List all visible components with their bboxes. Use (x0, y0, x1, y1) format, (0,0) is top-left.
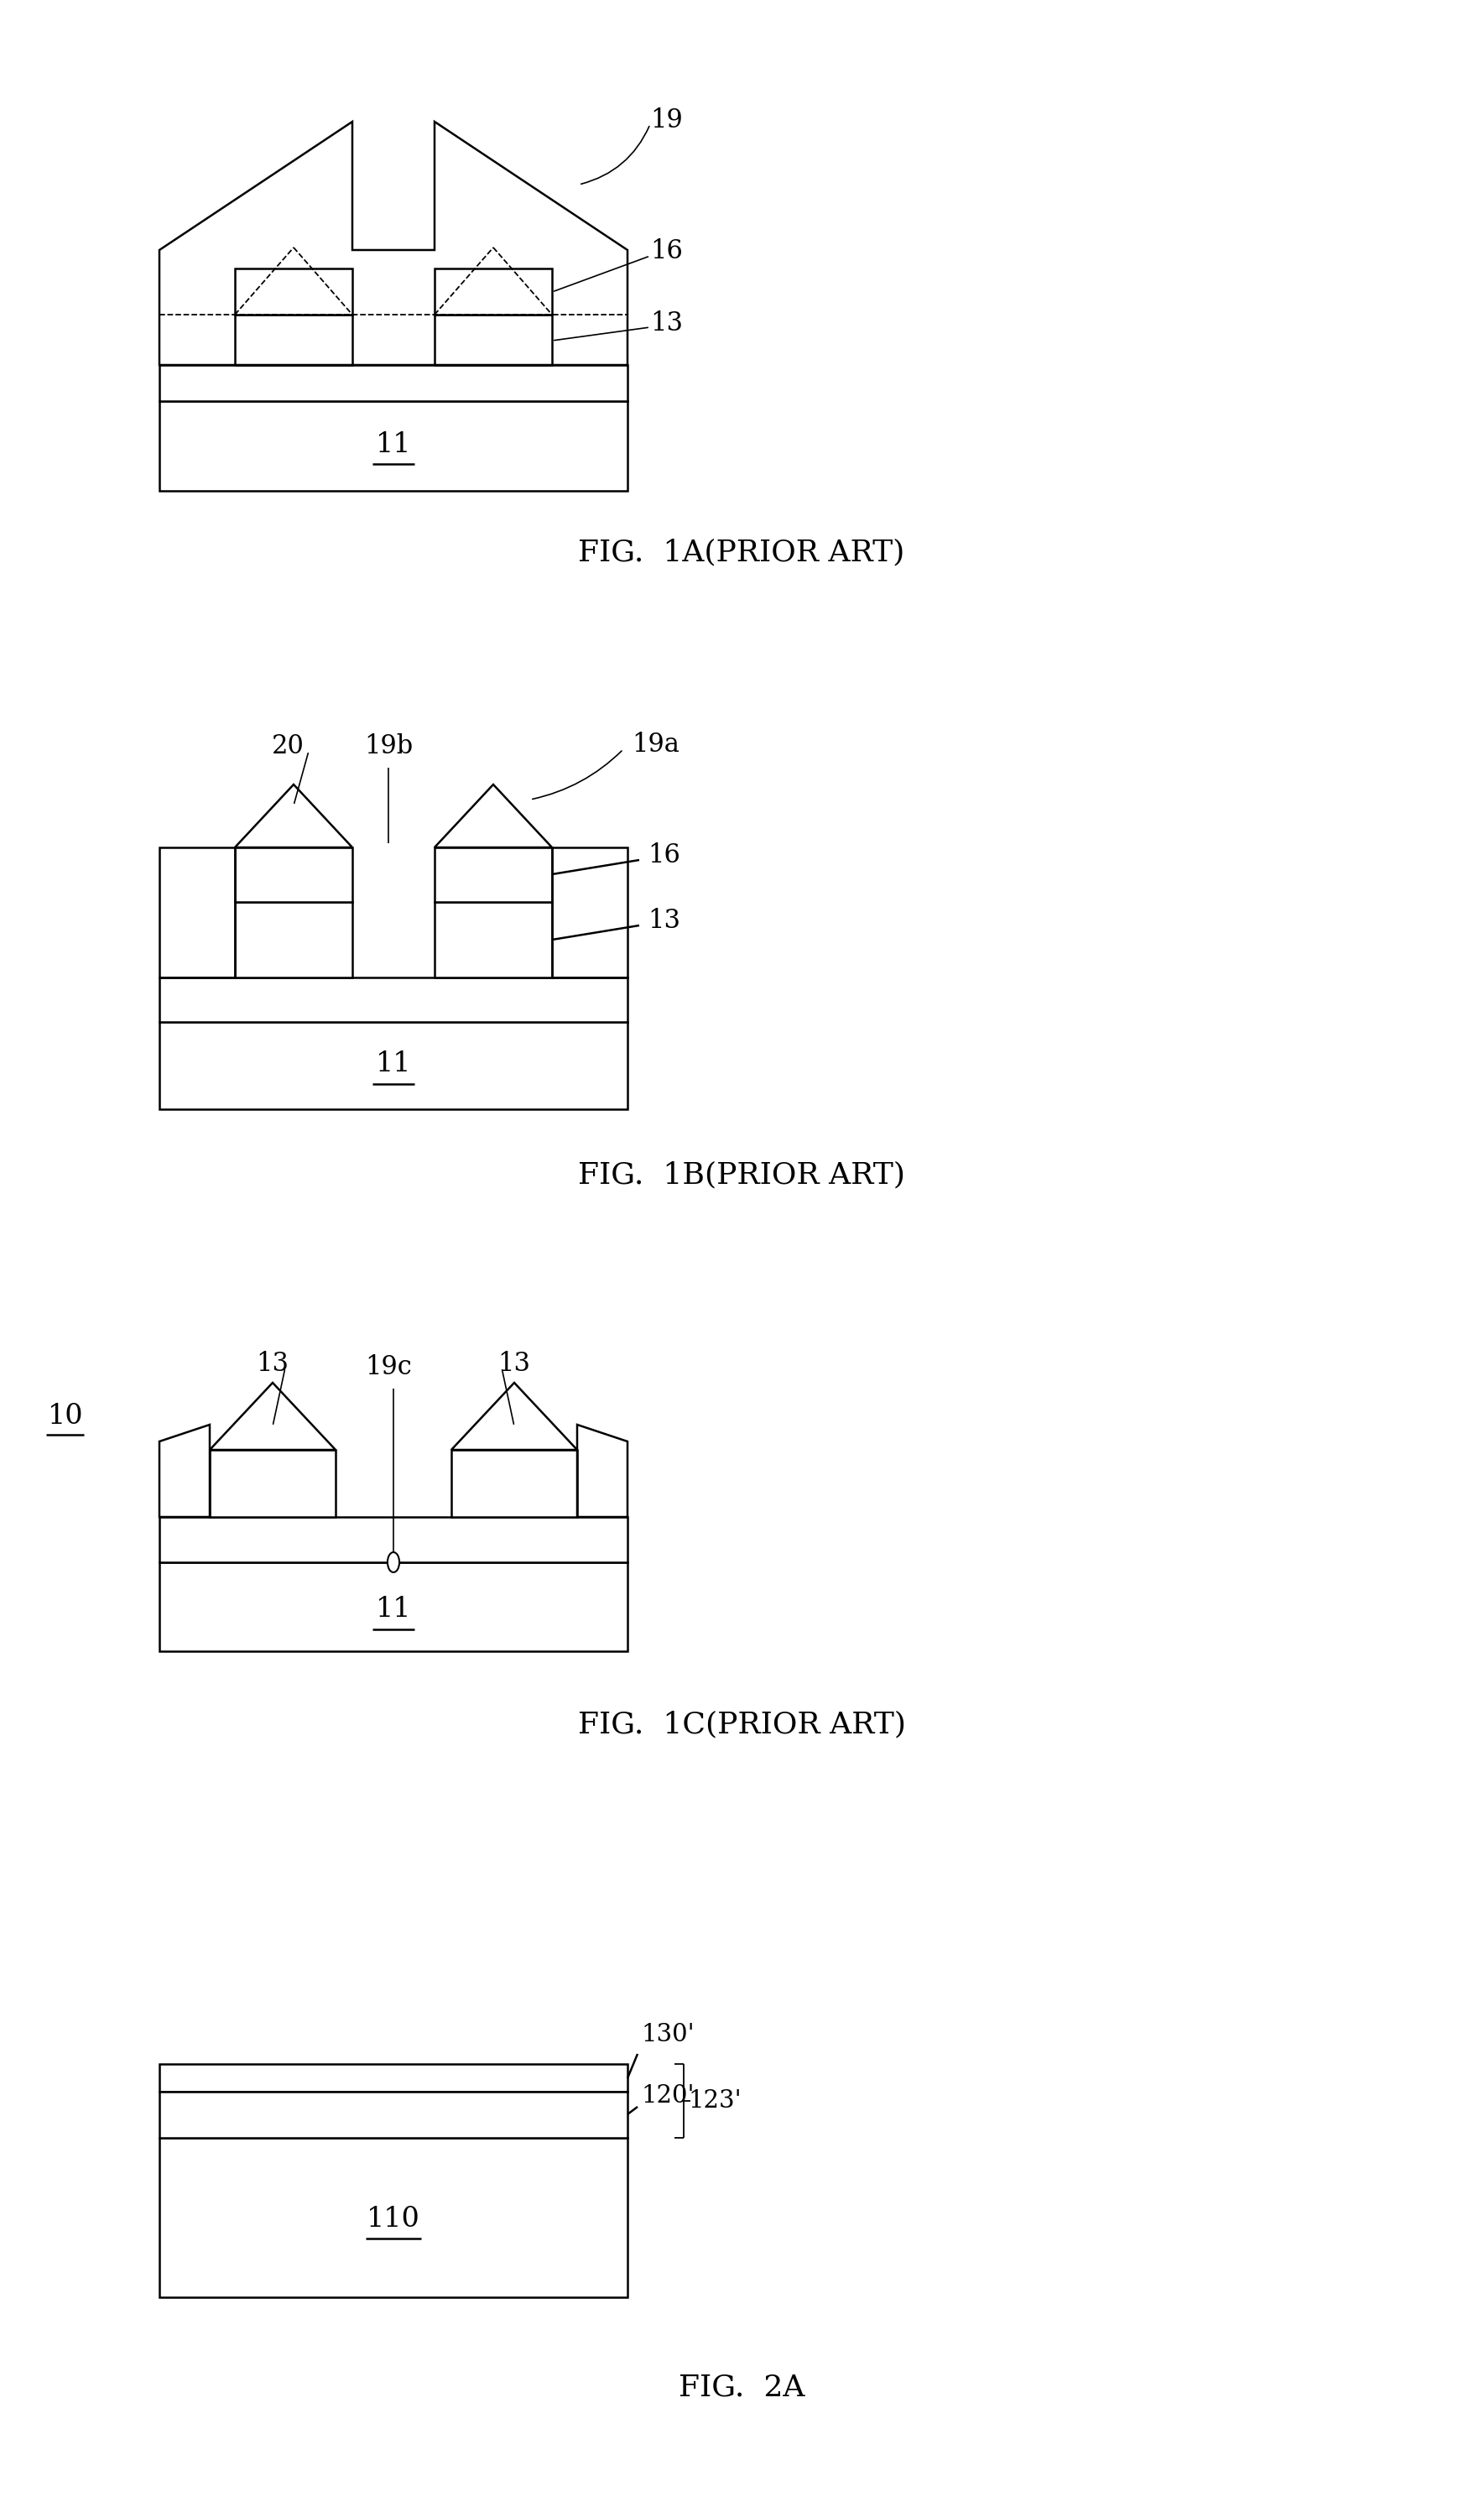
Text: 13: 13 (647, 908, 680, 935)
Text: 19b: 19b (364, 735, 413, 760)
Text: 13: 13 (499, 1351, 531, 1376)
Bar (159, 2091, 628, 2138)
Bar (234, 316, 352, 366)
Bar (451, 1449, 577, 1517)
Text: 11: 11 (375, 431, 411, 459)
Bar (159, 978, 628, 1023)
Bar (234, 847, 352, 903)
Bar (159, 2138, 628, 2296)
Bar (159, 401, 628, 491)
Text: 20: 20 (272, 735, 304, 760)
Bar (435, 316, 552, 366)
Bar (159, 2063, 628, 2091)
Bar (435, 268, 552, 316)
Bar (435, 903, 552, 978)
Text: 19: 19 (650, 108, 683, 133)
Bar (234, 268, 352, 316)
Text: 123': 123' (689, 2088, 742, 2113)
Text: 11: 11 (375, 1050, 411, 1078)
Text: 10: 10 (47, 1404, 83, 1429)
Text: 19a: 19a (632, 732, 680, 757)
Bar (159, 1517, 628, 1562)
Text: FIG.  1B(PRIOR ART): FIG. 1B(PRIOR ART) (577, 1161, 905, 1188)
Bar (159, 366, 628, 401)
Bar (435, 847, 552, 903)
Text: 16: 16 (650, 238, 683, 266)
Bar (159, 1023, 628, 1108)
Text: 16: 16 (647, 842, 680, 870)
Bar (234, 903, 352, 978)
Text: 11: 11 (375, 1597, 411, 1622)
Bar (159, 1562, 628, 1652)
Text: 120': 120' (641, 2083, 695, 2108)
Text: FIG.  2A: FIG. 2A (678, 2372, 804, 2402)
Text: 130': 130' (641, 2023, 695, 2046)
Circle shape (387, 1552, 399, 1572)
Text: 19c: 19c (365, 1354, 411, 1381)
Text: 13: 13 (257, 1351, 289, 1376)
Bar (209, 1449, 335, 1517)
Text: FIG.  1A(PRIOR ART): FIG. 1A(PRIOR ART) (579, 539, 905, 567)
Text: 13: 13 (650, 311, 683, 336)
Text: 110: 110 (367, 2206, 420, 2234)
Text: FIG.  1C(PRIOR ART): FIG. 1C(PRIOR ART) (577, 1710, 905, 1737)
